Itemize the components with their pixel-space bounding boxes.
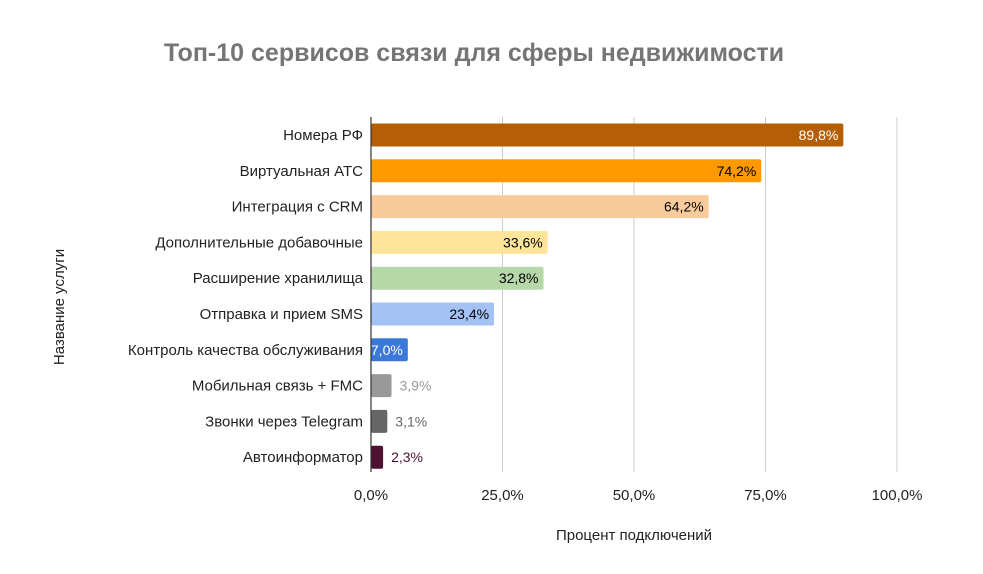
x-tick-label: 100,0% [872, 487, 923, 504]
x-axis-title: Процент подключений [556, 527, 712, 544]
bar [371, 123, 844, 147]
value-label: 74,2% [717, 163, 757, 179]
category-label: Интеграция с CRM [232, 199, 363, 216]
chart-title: Топ-10 сервисов связи для сферы недвижим… [164, 39, 784, 67]
category-labels: Номера РФ Виртуальная АТС Интеграция с CRM… [128, 127, 364, 466]
category-label: Контроль качества обслуживания [128, 342, 363, 359]
category-label: Номера РФ [283, 127, 363, 144]
y-axis-title: Название услуги [51, 249, 68, 365]
value-label: 33,6% [503, 234, 543, 250]
value-label: 89,8% [799, 127, 839, 143]
bar [371, 374, 392, 398]
x-tick-label: 75,0% [744, 487, 787, 504]
value-label: 2,3% [391, 449, 423, 465]
category-label: Автоинформатор [243, 449, 363, 466]
x-tick-label: 50,0% [613, 487, 656, 504]
bar [371, 266, 544, 290]
category-label: Звонки через Telegram [205, 413, 363, 430]
value-label: 32,8% [499, 270, 539, 286]
category-label: Мобильная связь + FMC [192, 378, 363, 395]
bar [371, 338, 408, 362]
value-label: 23,4% [449, 306, 489, 322]
x-tick-label: 25,0% [481, 487, 524, 504]
x-tick-label: 0,0% [354, 487, 388, 504]
category-label: Расширение хранилища [193, 270, 364, 287]
bars: 89,8% 74,2% 64,2% 33,6% 32,8% 23,4% 7,0% 3,9% 3,… [371, 123, 844, 469]
value-label: 64,2% [664, 199, 704, 215]
category-label: Отправка и прием SMS [200, 306, 363, 323]
bar [371, 302, 495, 326]
bar [371, 409, 388, 433]
value-label: 3,1% [395, 413, 427, 429]
bar [371, 445, 384, 469]
bar [371, 230, 548, 254]
value-label: 7,0% [371, 342, 403, 358]
value-label: 3,9% [400, 378, 432, 394]
bar [371, 195, 709, 219]
category-label: Дополнительные добавочные [155, 234, 363, 251]
x-tick-labels: 0,0% 25,0% 50,0% 75,0% 100,0% [354, 487, 923, 504]
category-label: Виртуальная АТС [240, 163, 364, 180]
bar [371, 159, 762, 183]
